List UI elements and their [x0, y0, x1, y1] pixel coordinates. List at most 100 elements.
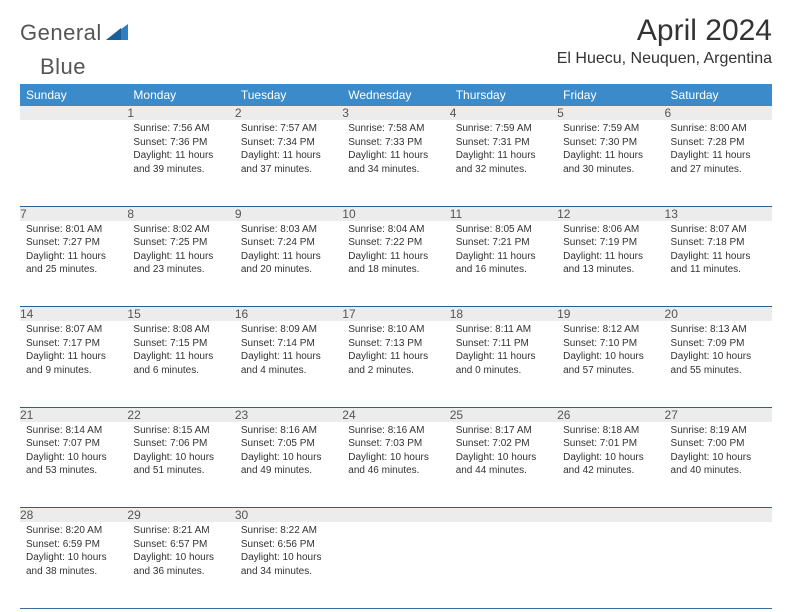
- day-cell: Sunrise: 8:07 AMSunset: 7:17 PMDaylight:…: [20, 321, 127, 407]
- brand-triangle-icon: [106, 22, 128, 45]
- day-details: Sunrise: 8:17 AMSunset: 7:02 PMDaylight:…: [450, 422, 557, 482]
- day-details: Sunrise: 8:16 AMSunset: 7:03 PMDaylight:…: [342, 422, 449, 482]
- day-cell: Sunrise: 8:06 AMSunset: 7:19 PMDaylight:…: [557, 221, 664, 307]
- day-number-cell: 18: [450, 307, 557, 322]
- day-number-cell: [342, 508, 449, 523]
- day-details: Sunrise: 8:21 AMSunset: 6:57 PMDaylight:…: [127, 522, 234, 582]
- day-cell: Sunrise: 7:58 AMSunset: 7:33 PMDaylight:…: [342, 120, 449, 206]
- day-number-cell: 29: [127, 508, 234, 523]
- day-number-cell: [665, 508, 772, 523]
- brand-name-1: General: [20, 20, 102, 46]
- day-number-cell: 6: [665, 106, 772, 120]
- day-cell: Sunrise: 8:16 AMSunset: 7:03 PMDaylight:…: [342, 422, 449, 508]
- day-details: Sunrise: 8:13 AMSunset: 7:09 PMDaylight:…: [665, 321, 772, 381]
- day-number-cell: 11: [450, 206, 557, 221]
- day-number-cell: 13: [665, 206, 772, 221]
- day-number-cell: 8: [127, 206, 234, 221]
- day-cell: Sunrise: 8:15 AMSunset: 7:06 PMDaylight:…: [127, 422, 234, 508]
- day-cell: Sunrise: 8:08 AMSunset: 7:15 PMDaylight:…: [127, 321, 234, 407]
- month-title: April 2024: [557, 14, 772, 48]
- day-number-cell: 17: [342, 307, 449, 322]
- day-details: Sunrise: 8:07 AMSunset: 7:18 PMDaylight:…: [665, 221, 772, 281]
- day-number-cell: 25: [450, 407, 557, 422]
- day-details: Sunrise: 8:08 AMSunset: 7:15 PMDaylight:…: [127, 321, 234, 381]
- day-cell: Sunrise: 8:12 AMSunset: 7:10 PMDaylight:…: [557, 321, 664, 407]
- day-number-cell: 16: [235, 307, 342, 322]
- day-cell: Sunrise: 8:21 AMSunset: 6:57 PMDaylight:…: [127, 522, 234, 608]
- brand-name-2: Blue: [40, 54, 86, 79]
- day-cell: [665, 522, 772, 608]
- day-number-cell: 27: [665, 407, 772, 422]
- weekday-header: Wednesday: [342, 84, 449, 106]
- day-details: Sunrise: 7:58 AMSunset: 7:33 PMDaylight:…: [342, 120, 449, 180]
- day-details: Sunrise: 8:02 AMSunset: 7:25 PMDaylight:…: [127, 221, 234, 281]
- day-number-cell: 23: [235, 407, 342, 422]
- day-number-cell: 24: [342, 407, 449, 422]
- day-details: Sunrise: 8:12 AMSunset: 7:10 PMDaylight:…: [557, 321, 664, 381]
- day-details: Sunrise: 8:18 AMSunset: 7:01 PMDaylight:…: [557, 422, 664, 482]
- brand-logo: General: [20, 20, 132, 46]
- day-cell: Sunrise: 8:04 AMSunset: 7:22 PMDaylight:…: [342, 221, 449, 307]
- day-cell: Sunrise: 7:59 AMSunset: 7:30 PMDaylight:…: [557, 120, 664, 206]
- day-cell: Sunrise: 8:22 AMSunset: 6:56 PMDaylight:…: [235, 522, 342, 608]
- day-details: Sunrise: 8:04 AMSunset: 7:22 PMDaylight:…: [342, 221, 449, 281]
- day-details: Sunrise: 8:03 AMSunset: 7:24 PMDaylight:…: [235, 221, 342, 281]
- day-number-cell: 3: [342, 106, 449, 120]
- day-details: Sunrise: 8:09 AMSunset: 7:14 PMDaylight:…: [235, 321, 342, 381]
- day-details: Sunrise: 8:00 AMSunset: 7:28 PMDaylight:…: [665, 120, 772, 180]
- weekday-header: Saturday: [665, 84, 772, 106]
- day-details: Sunrise: 7:56 AMSunset: 7:36 PMDaylight:…: [127, 120, 234, 180]
- weekday-header: Sunday: [20, 84, 127, 106]
- day-number-cell: 7: [20, 206, 127, 221]
- day-details: Sunrise: 8:14 AMSunset: 7:07 PMDaylight:…: [20, 422, 127, 482]
- day-cell: Sunrise: 8:17 AMSunset: 7:02 PMDaylight:…: [450, 422, 557, 508]
- day-details: Sunrise: 8:10 AMSunset: 7:13 PMDaylight:…: [342, 321, 449, 381]
- day-number-cell: 2: [235, 106, 342, 120]
- day-cell: Sunrise: 8:14 AMSunset: 7:07 PMDaylight:…: [20, 422, 127, 508]
- day-details: Sunrise: 8:11 AMSunset: 7:11 PMDaylight:…: [450, 321, 557, 381]
- day-cell: Sunrise: 7:56 AMSunset: 7:36 PMDaylight:…: [127, 120, 234, 206]
- day-cell: Sunrise: 8:16 AMSunset: 7:05 PMDaylight:…: [235, 422, 342, 508]
- day-cell: Sunrise: 8:20 AMSunset: 6:59 PMDaylight:…: [20, 522, 127, 608]
- weekday-header: Thursday: [450, 84, 557, 106]
- day-cell: Sunrise: 7:57 AMSunset: 7:34 PMDaylight:…: [235, 120, 342, 206]
- day-number-cell: 30: [235, 508, 342, 523]
- day-number-cell: 15: [127, 307, 234, 322]
- day-details: Sunrise: 8:19 AMSunset: 7:00 PMDaylight:…: [665, 422, 772, 482]
- day-cell: Sunrise: 8:03 AMSunset: 7:24 PMDaylight:…: [235, 221, 342, 307]
- day-number-cell: 4: [450, 106, 557, 120]
- calendar-table: SundayMondayTuesdayWednesdayThursdayFrid…: [20, 84, 772, 609]
- day-number-cell: [557, 508, 664, 523]
- weekday-header: Friday: [557, 84, 664, 106]
- day-cell: Sunrise: 8:05 AMSunset: 7:21 PMDaylight:…: [450, 221, 557, 307]
- day-details: Sunrise: 8:16 AMSunset: 7:05 PMDaylight:…: [235, 422, 342, 482]
- weekday-header: Monday: [127, 84, 234, 106]
- day-cell: Sunrise: 8:13 AMSunset: 7:09 PMDaylight:…: [665, 321, 772, 407]
- day-number-cell: 21: [20, 407, 127, 422]
- day-details: Sunrise: 7:57 AMSunset: 7:34 PMDaylight:…: [235, 120, 342, 180]
- day-number-cell: 9: [235, 206, 342, 221]
- day-cell: Sunrise: 8:11 AMSunset: 7:11 PMDaylight:…: [450, 321, 557, 407]
- day-details: Sunrise: 7:59 AMSunset: 7:31 PMDaylight:…: [450, 120, 557, 180]
- day-cell: Sunrise: 8:01 AMSunset: 7:27 PMDaylight:…: [20, 221, 127, 307]
- day-details: Sunrise: 8:06 AMSunset: 7:19 PMDaylight:…: [557, 221, 664, 281]
- day-details: Sunrise: 8:05 AMSunset: 7:21 PMDaylight:…: [450, 221, 557, 281]
- day-number-cell: 12: [557, 206, 664, 221]
- day-cell: Sunrise: 8:18 AMSunset: 7:01 PMDaylight:…: [557, 422, 664, 508]
- day-number-cell: 26: [557, 407, 664, 422]
- day-cell: [20, 120, 127, 206]
- weekday-header: Tuesday: [235, 84, 342, 106]
- day-number-cell: 5: [557, 106, 664, 120]
- day-cell: Sunrise: 8:09 AMSunset: 7:14 PMDaylight:…: [235, 321, 342, 407]
- day-cell: [342, 522, 449, 608]
- day-number-cell: 14: [20, 307, 127, 322]
- day-number-cell: 10: [342, 206, 449, 221]
- day-details: Sunrise: 8:22 AMSunset: 6:56 PMDaylight:…: [235, 522, 342, 582]
- day-number-cell: 28: [20, 508, 127, 523]
- day-cell: Sunrise: 8:00 AMSunset: 7:28 PMDaylight:…: [665, 120, 772, 206]
- day-cell: Sunrise: 8:02 AMSunset: 7:25 PMDaylight:…: [127, 221, 234, 307]
- location-text: El Huecu, Neuquen, Argentina: [557, 50, 772, 68]
- day-details: Sunrise: 8:20 AMSunset: 6:59 PMDaylight:…: [20, 522, 127, 582]
- day-cell: Sunrise: 8:07 AMSunset: 7:18 PMDaylight:…: [665, 221, 772, 307]
- day-number-cell: 20: [665, 307, 772, 322]
